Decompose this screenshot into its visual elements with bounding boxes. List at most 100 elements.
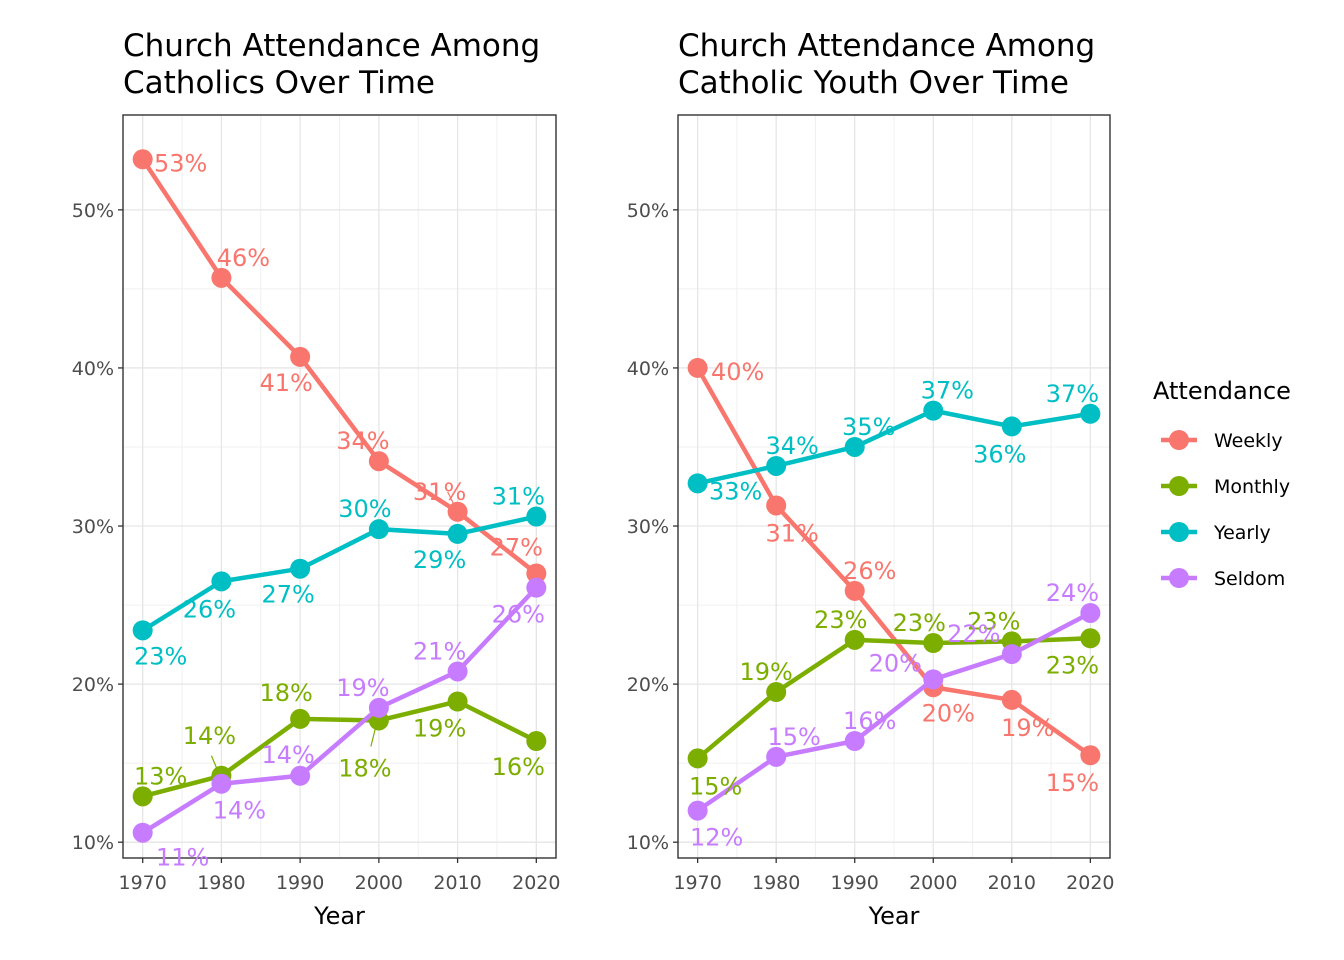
data-label-weekly: 34% (336, 427, 389, 455)
data-label-yearly: 27% (261, 581, 314, 609)
x-tick-label: 2000 (909, 872, 957, 894)
data-point-weekly (211, 267, 232, 288)
data-label-yearly: 33% (709, 477, 762, 505)
data-point-seldom (447, 661, 468, 682)
data-label-weekly: 19% (1001, 714, 1054, 742)
data-point-seldom (132, 822, 153, 843)
legend-label-weekly: Weekly (1214, 430, 1283, 452)
y-tick-label: 50% (72, 200, 114, 222)
data-label-weekly: 40% (711, 358, 764, 386)
data-label-seldom: 21% (413, 637, 466, 665)
data-point-yearly (1080, 403, 1101, 424)
data-label-seldom: 26% (492, 601, 545, 629)
data-label-seldom: 11% (156, 844, 209, 872)
x-tick-label: 1970 (119, 872, 167, 894)
y-tick-label: 10% (627, 832, 669, 854)
chart-title: Catholic Youth Over Time (678, 65, 1069, 101)
data-point-seldom (211, 773, 232, 794)
legend-item-seldom: Seldom (1161, 568, 1285, 590)
label-leader-line (210, 755, 218, 771)
data-label-monthly: 18% (259, 679, 312, 707)
x-tick-label: 2000 (355, 872, 403, 894)
data-point-yearly (368, 519, 389, 540)
plot-border (122, 114, 557, 859)
data-label-monthly: 19% (740, 658, 793, 686)
data-point-monthly (132, 786, 153, 807)
data-label-yearly: 34% (766, 432, 819, 460)
plot-border (677, 114, 1111, 859)
legend: Attendance Weekly Monthly Yearly Seldom (1153, 377, 1291, 590)
data-point-monthly (923, 633, 944, 654)
x-tick-label: 1990 (276, 872, 324, 894)
x-tick-label: 2010 (988, 872, 1036, 894)
legend-label-yearly: Yearly (1213, 522, 1271, 544)
data-label-yearly: 35% (842, 413, 895, 441)
data-label-weekly: 41% (259, 369, 312, 397)
data-label-yearly: 26% (183, 595, 236, 623)
series-line-seldom (141, 586, 538, 835)
data-label-weekly: 31% (766, 519, 819, 547)
y-tick-label: 20% (627, 674, 669, 696)
y-tick-label: 40% (72, 358, 114, 380)
data-label-weekly: 20% (922, 699, 975, 727)
data-label-yearly: 31% (492, 483, 545, 511)
data-point-monthly (526, 731, 547, 752)
data-point-yearly (526, 506, 547, 527)
data-point-yearly (447, 523, 468, 544)
x-tick-label: 2020 (1066, 872, 1114, 894)
data-point-weekly (447, 501, 468, 522)
data-point-seldom (1001, 644, 1022, 665)
data-label-seldom: 14% (261, 741, 314, 769)
data-label-monthly: 14% (183, 722, 236, 750)
chart-panels: 10% 20% 30% 40% 50% 1970 1980 1990 2000 2010 2020 Y… (72, 28, 1115, 930)
data-point-weekly (132, 149, 153, 170)
data-label-yearly: 37% (1046, 380, 1099, 408)
series-line-yearly (697, 408, 1091, 486)
chart-panel-2: 10% 20% 30% 40% 50% 1970 1980 1990 2000 2010 2020 Y… (627, 28, 1115, 930)
data-label-seldom: 19% (336, 674, 389, 702)
legend-key-point (1169, 522, 1189, 542)
data-point-seldom (368, 697, 389, 718)
data-label-seldom: 20% (869, 649, 922, 677)
label-leader-line (447, 491, 455, 505)
data-point-yearly (132, 620, 153, 641)
data-point-seldom (844, 731, 865, 752)
data-label-monthly: 19% (413, 714, 466, 742)
data-point-monthly (687, 748, 708, 769)
data-point-monthly (1080, 628, 1101, 649)
data-label-yearly: 37% (921, 377, 974, 405)
data-point-yearly (766, 455, 787, 476)
data-point-monthly (766, 682, 787, 703)
data-point-yearly (844, 436, 865, 457)
legend-label-monthly: Monthly (1214, 476, 1290, 498)
data-label-weekly: 53% (154, 149, 207, 177)
chart-title: Church Attendance Among (678, 28, 1095, 64)
series-line-weekly (695, 366, 1092, 758)
data-point-seldom (526, 577, 547, 598)
data-point-weekly (368, 451, 389, 472)
data-point-monthly (290, 708, 311, 729)
y-tick-label: 30% (72, 516, 114, 538)
x-tick-label: 1980 (752, 872, 800, 894)
legend-item-yearly: Yearly (1161, 522, 1271, 544)
legend-label-seldom: Seldom (1214, 568, 1285, 590)
legend-key-point (1169, 430, 1189, 450)
legend-item-monthly: Monthly (1161, 476, 1290, 498)
chart-title: Church Attendance Among (123, 28, 540, 64)
data-label-monthly: 23% (967, 607, 1020, 635)
data-label-monthly: 23% (893, 609, 946, 637)
data-label-monthly: 16% (492, 753, 545, 781)
y-tick-label: 10% (72, 832, 114, 854)
data-point-yearly (1001, 416, 1022, 437)
data-label-weekly: 46% (217, 244, 270, 272)
data-point-monthly (844, 629, 865, 650)
data-label-seldom: 14% (213, 797, 266, 825)
data-point-seldom (766, 746, 787, 767)
data-label-seldom: 12% (690, 824, 743, 852)
legend-title: Attendance (1153, 377, 1291, 405)
data-point-yearly (687, 473, 708, 494)
data-label-seldom: 24% (1046, 579, 1099, 607)
x-tick-label: 1970 (673, 872, 721, 894)
data-point-yearly (211, 571, 232, 592)
legend-key-point (1169, 476, 1189, 496)
